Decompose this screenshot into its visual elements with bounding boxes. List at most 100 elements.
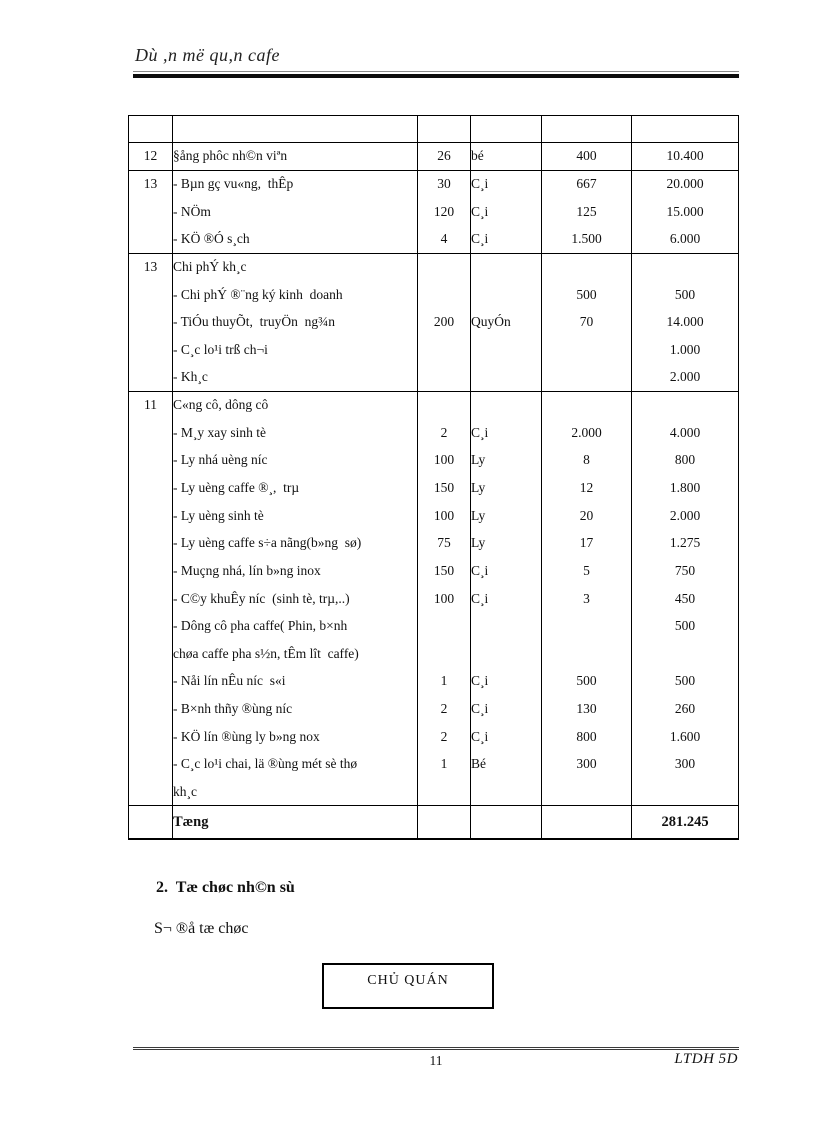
cell-description: Tæng (172, 805, 418, 839)
footer-page-number: 11 (429, 1053, 443, 1068)
table-row: - C¸c lo¹i chai, lä ®ùng mét sè thø 1 Bé 30… (128, 750, 739, 779)
cell-quantity (417, 612, 471, 641)
cell-total (631, 640, 739, 668)
cell-total (631, 390, 739, 419)
cell-description: - KÖ lín ®ùng ly b»ng nox (172, 722, 418, 751)
table-row: - KÖ ®Ó s¸ch 4 C¸i 1.500 6.000 (128, 225, 739, 254)
cell-no (128, 335, 173, 364)
table-row: - B×nh thñy ®ùng níc 2 C¸i 130 260 (128, 695, 739, 723)
table-row: - KÖ lín ®ùng ly b»ng nox 2 C¸i 800 1.600 (128, 722, 739, 751)
table-row: - Ly uèng caffe s÷a nãng(b»ng sø) 75 Ly 17 1… (128, 529, 739, 558)
table-row: - Ly nhá uèng níc 100 Ly 8 800 (128, 446, 739, 475)
cell-unit: C¸i (470, 197, 542, 226)
cell-price: 12 (541, 474, 632, 502)
cell-unit (470, 115, 542, 143)
cell-total: 1.275 (631, 529, 739, 558)
cell-quantity (417, 252, 471, 281)
cell-no: 12 (128, 142, 173, 171)
cell-description: C«ng cô, dông cô (172, 390, 418, 419)
cell-unit (470, 612, 542, 641)
cell-quantity: 2 (417, 418, 471, 447)
cell-total: 750 (631, 557, 739, 585)
table-row: - C¸c lo¹i trß ch¬i 1.000 (128, 335, 739, 364)
cell-description: - Muçng nhá, lín b»ng inox (172, 557, 418, 585)
cell-no (128, 612, 173, 641)
table-row: - M¸y xay sinh tè 2 C¸i 2.000 4.000 (128, 418, 739, 447)
cell-total: 300 (631, 750, 739, 779)
cell-unit: C¸i (470, 418, 542, 447)
cell-quantity (417, 280, 471, 309)
table-row: - Kh¸c 2.000 (128, 363, 739, 392)
cell-price: 20 (541, 501, 632, 530)
cell-description: §ång phôc nh©n viªn (172, 142, 418, 171)
cell-price (541, 805, 632, 839)
table-row: - Chi phÝ ®¨ng ký kinh doanh 500 500 (128, 280, 739, 309)
cell-description: - B×nh thñy ®ùng níc (172, 695, 418, 723)
cell-price (541, 390, 632, 419)
cell-price (541, 115, 632, 143)
cell-description: - Ly uèng caffe ®¸, trµ (172, 474, 418, 502)
cell-quantity: 1 (417, 750, 471, 779)
cell-unit: C¸i (470, 722, 542, 751)
cell-unit (470, 252, 542, 281)
cell-quantity: 1 (417, 667, 471, 696)
cell-price (541, 363, 632, 392)
cell-unit: bé (470, 142, 542, 171)
cell-description: kh¸c (172, 778, 418, 806)
cell-quantity: 26 (417, 142, 471, 171)
cell-price (541, 252, 632, 281)
cell-total: 20.000 (631, 169, 739, 198)
table-row: kh¸c (128, 778, 739, 806)
cell-no (128, 584, 173, 613)
cell-description: - C¸c lo¹i trß ch¬i (172, 335, 418, 364)
cell-no (128, 446, 173, 475)
table-row: - Ly uèng caffe ®¸, trµ 150 Ly 12 1.800 (128, 474, 739, 502)
cell-description: - C©y khuÊy níc (sinh tè, trµ,..) (172, 584, 418, 613)
cell-no (128, 750, 173, 779)
cell-no (128, 474, 173, 502)
table-row: - Nåi lín nÊu níc s«i 1 C¸i 500 500 (128, 667, 739, 696)
cell-unit (470, 778, 542, 806)
cell-no (128, 529, 173, 558)
cell-total: 500 (631, 280, 739, 309)
cell-unit: Ly (470, 474, 542, 502)
cell-description: - Nåi lín nÊu níc s«i (172, 667, 418, 696)
table-row: 11 C«ng cô, dông cô (128, 390, 739, 419)
table-row: 13 Chi phÝ kh¸c (128, 252, 739, 281)
cell-description: - Bµn gç vu«ng, thÊp (172, 169, 418, 198)
cell-no: 13 (128, 169, 173, 198)
cell-total: 281.245 (631, 805, 739, 839)
cell-no (128, 557, 173, 585)
cell-price (541, 335, 632, 364)
table-row: 13- Bµn gç vu«ng, thÊp 30 C¸i 667 20.000 (128, 169, 739, 198)
cell-price: 2.000 (541, 418, 632, 447)
section-heading: 2. Tæ chøc nh©n sù (156, 879, 295, 896)
org-chart-box-label: CHỦ QUÁN (367, 973, 449, 988)
cell-price: 125 (541, 197, 632, 226)
cell-quantity (417, 640, 471, 668)
cell-no (128, 197, 173, 226)
cell-total: 260 (631, 695, 739, 723)
cell-unit: Ly (470, 446, 542, 475)
cell-unit: Bé (470, 750, 542, 779)
table-row: - Ly uèng sinh tè 100 Ly 20 2.000 (128, 501, 739, 530)
expense-table: 12 §ång phôc nh©n viªn 26 bé 400 10.400 13- Bµ… (128, 115, 739, 840)
cell-price (541, 778, 632, 806)
cell-quantity: 75 (417, 529, 471, 558)
cell-price: 3 (541, 584, 632, 613)
cell-quantity: 4 (417, 225, 471, 254)
cell-price: 17 (541, 529, 632, 558)
cell-unit: C¸i (470, 169, 542, 198)
cell-total (631, 115, 739, 143)
cell-total: 2.000 (631, 363, 739, 392)
cell-quantity: 100 (417, 584, 471, 613)
cell-unit: Ly (470, 501, 542, 530)
cell-price: 800 (541, 722, 632, 751)
cell-unit: C¸i (470, 557, 542, 585)
org-chart-box: CHỦ QUÁN (322, 963, 494, 1009)
cell-total: 1.800 (631, 474, 739, 502)
cell-quantity: 200 (417, 308, 471, 336)
footer-rule (133, 1047, 739, 1050)
table-row: - NÖm 120 C¸i 125 15.000 (128, 197, 739, 226)
